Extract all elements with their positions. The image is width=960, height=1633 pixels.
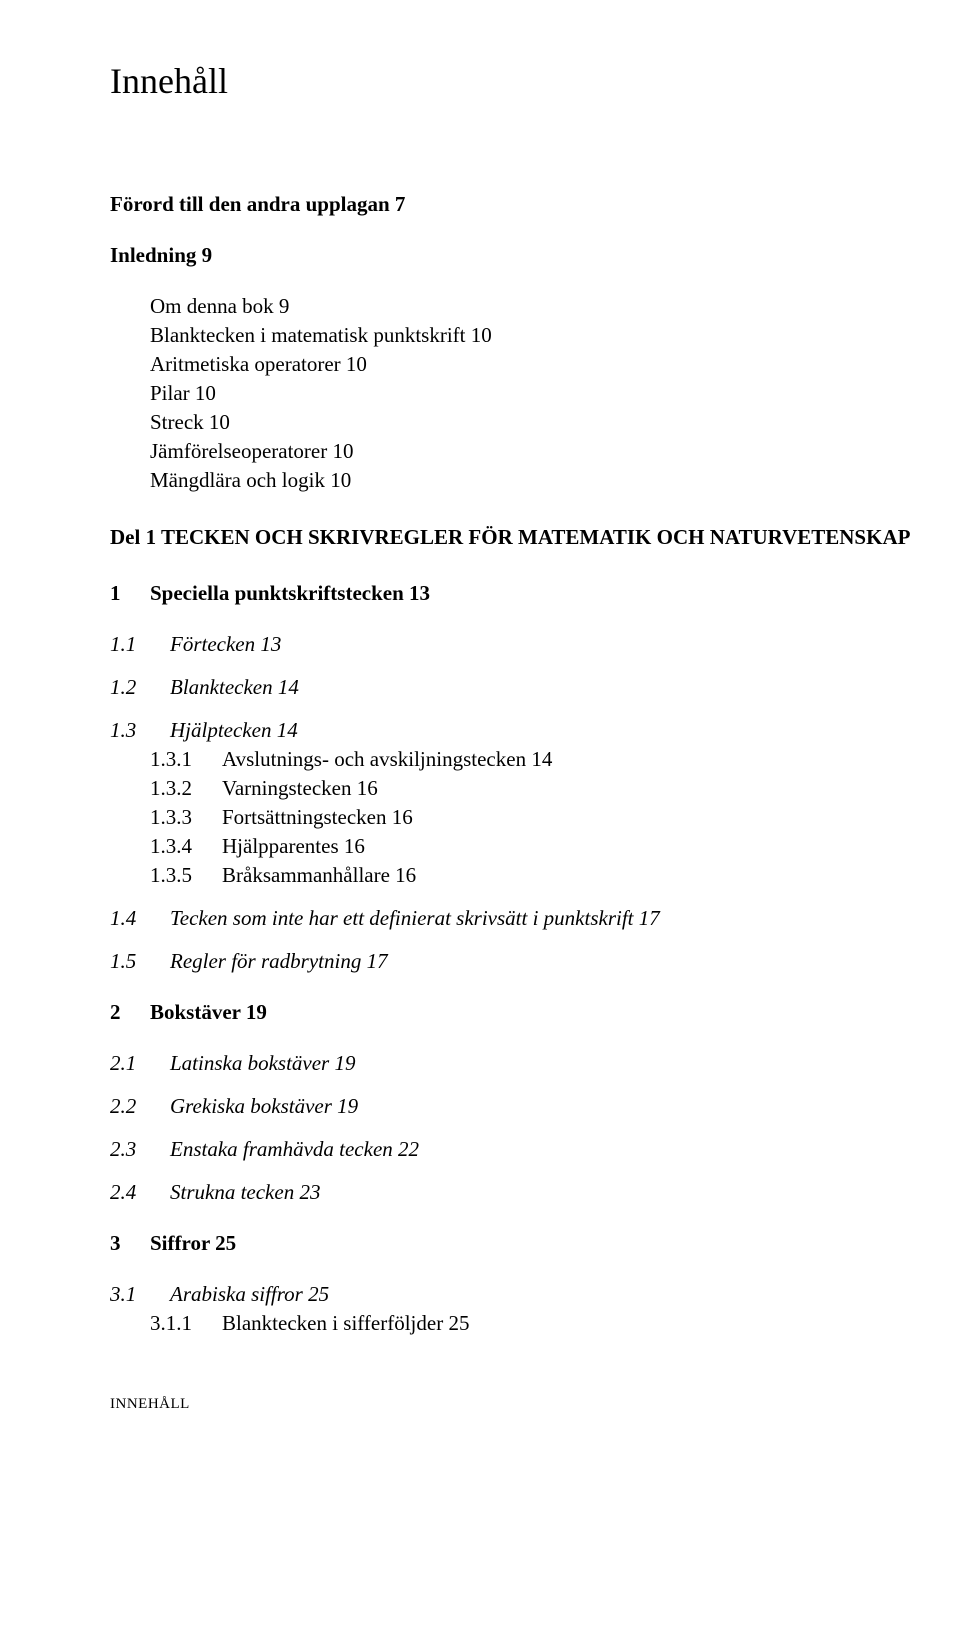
toc-number: 3 xyxy=(110,1231,150,1256)
footer-label: INNEHÅLL xyxy=(110,1396,960,1413)
toc-entry: Om denna bok 9 xyxy=(110,294,960,319)
toc-label: Regler för radbrytning 17 xyxy=(170,949,388,974)
toc-number: 3.1 xyxy=(110,1282,170,1307)
toc-label: Bokstäver 19 xyxy=(150,1000,267,1025)
toc-number: 1.3.3 xyxy=(150,805,222,830)
toc-part-heading: Del 1 TECKEN OCH SKRIVREGLER FÖR MATEMAT… xyxy=(110,523,960,551)
toc-chapter: 3Siffror 25 xyxy=(110,1231,960,1256)
toc-subsection: 1.3.2Varningstecken 16 xyxy=(110,776,960,801)
toc-entry: Mängdlära och logik 10 xyxy=(110,468,960,493)
toc-label: Speciella punktskriftstecken 13 xyxy=(150,581,430,606)
toc-number: 2.2 xyxy=(110,1094,170,1119)
toc-label: Strukna tecken 23 xyxy=(170,1180,320,1205)
toc-section: 2.3Enstaka framhävda tecken 22 xyxy=(110,1137,960,1162)
toc-number: 1.3 xyxy=(110,718,170,743)
toc-chapter: 1Speciella punktskriftstecken 13 xyxy=(110,581,960,606)
toc-label: Enstaka framhävda tecken 22 xyxy=(170,1137,419,1162)
toc-label: Hjälpparentes 16 xyxy=(222,834,365,859)
toc-number: 2 xyxy=(110,1000,150,1025)
toc-subsection: 3.1.1Blanktecken i sifferföljder 25 xyxy=(110,1311,960,1336)
toc-section: 2.4Strukna tecken 23 xyxy=(110,1180,960,1205)
toc-number: 3.1.1 xyxy=(150,1311,222,1336)
toc-entry: Blanktecken i matematisk punktskrift 10 xyxy=(110,323,960,348)
toc-label: Blanktecken i sifferföljder 25 xyxy=(222,1311,469,1336)
toc-section: 1.5Regler för radbrytning 17 xyxy=(110,949,960,974)
toc-section: 1.1Förtecken 13 xyxy=(110,632,960,657)
toc-number: 1.3.5 xyxy=(150,863,222,888)
toc-number: 2.3 xyxy=(110,1137,170,1162)
toc-entry: Streck 10 xyxy=(110,410,960,435)
toc-number: 1.4 xyxy=(110,906,170,931)
toc-section: 1.4Tecken som inte har ett definierat sk… xyxy=(110,906,960,931)
toc-section: 2.2Grekiska bokstäver 19 xyxy=(110,1094,960,1119)
toc-label: Arabiska siffror 25 xyxy=(170,1282,329,1307)
toc-number: 1.3.1 xyxy=(150,747,222,772)
toc-number: 2.1 xyxy=(110,1051,170,1076)
toc-subsection: 1.3.3Fortsättningstecken 16 xyxy=(110,805,960,830)
page: { "title": "Innehåll", "entries": [ { "t… xyxy=(110,60,960,1593)
toc-heading: Förord till den andra upplagan 7 xyxy=(110,192,960,217)
toc-section: 3.1Arabiska siffror 25 xyxy=(110,1282,960,1307)
toc-label: Latinska bokstäver 19 xyxy=(170,1051,355,1076)
toc-entry: Aritmetiska operatorer 10 xyxy=(110,352,960,377)
toc-number: 1.5 xyxy=(110,949,170,974)
toc-section: 1.3Hjälptecken 14 xyxy=(110,718,960,743)
toc-label: Grekiska bokstäver 19 xyxy=(170,1094,358,1119)
toc-section: 2.1Latinska bokstäver 19 xyxy=(110,1051,960,1076)
toc-subsection: 1.3.1Avslutnings- och avskiljningstecken… xyxy=(110,747,960,772)
toc-chapter: 2Bokstäver 19 xyxy=(110,1000,960,1025)
toc-label: Förtecken 13 xyxy=(170,632,281,657)
toc-label: Varningstecken 16 xyxy=(222,776,378,801)
toc-number: 1.2 xyxy=(110,675,170,700)
page-title: Innehåll xyxy=(110,60,960,102)
toc-number: 1 xyxy=(110,581,150,606)
toc-number: 1.3.4 xyxy=(150,834,222,859)
toc-label: Blanktecken 14 xyxy=(170,675,299,700)
toc-label: Bråksammanhållare 16 xyxy=(222,863,416,888)
toc-section: 1.2Blanktecken 14 xyxy=(110,675,960,700)
toc-heading: Inledning 9 xyxy=(110,243,960,268)
toc-number: 1.3.2 xyxy=(150,776,222,801)
toc-label: Hjälptecken 14 xyxy=(170,718,298,743)
toc-entry: Pilar 10 xyxy=(110,381,960,406)
toc-number: 2.4 xyxy=(110,1180,170,1205)
toc-number: 1.1 xyxy=(110,632,170,657)
toc-label: Tecken som inte har ett definierat skriv… xyxy=(170,906,660,931)
toc-label: Siffror 25 xyxy=(150,1231,236,1256)
toc-label: Fortsättningstecken 16 xyxy=(222,805,413,830)
toc-label: Avslutnings- och avskiljningstecken 14 xyxy=(222,747,552,772)
toc-entry: Jämförelseoperatorer 10 xyxy=(110,439,960,464)
toc-subsection: 1.3.5Bråksammanhållare 16 xyxy=(110,863,960,888)
toc-body: Förord till den andra upplagan 7 Inlednin… xyxy=(110,192,960,1336)
toc-subsection: 1.3.4Hjälpparentes 16 xyxy=(110,834,960,859)
